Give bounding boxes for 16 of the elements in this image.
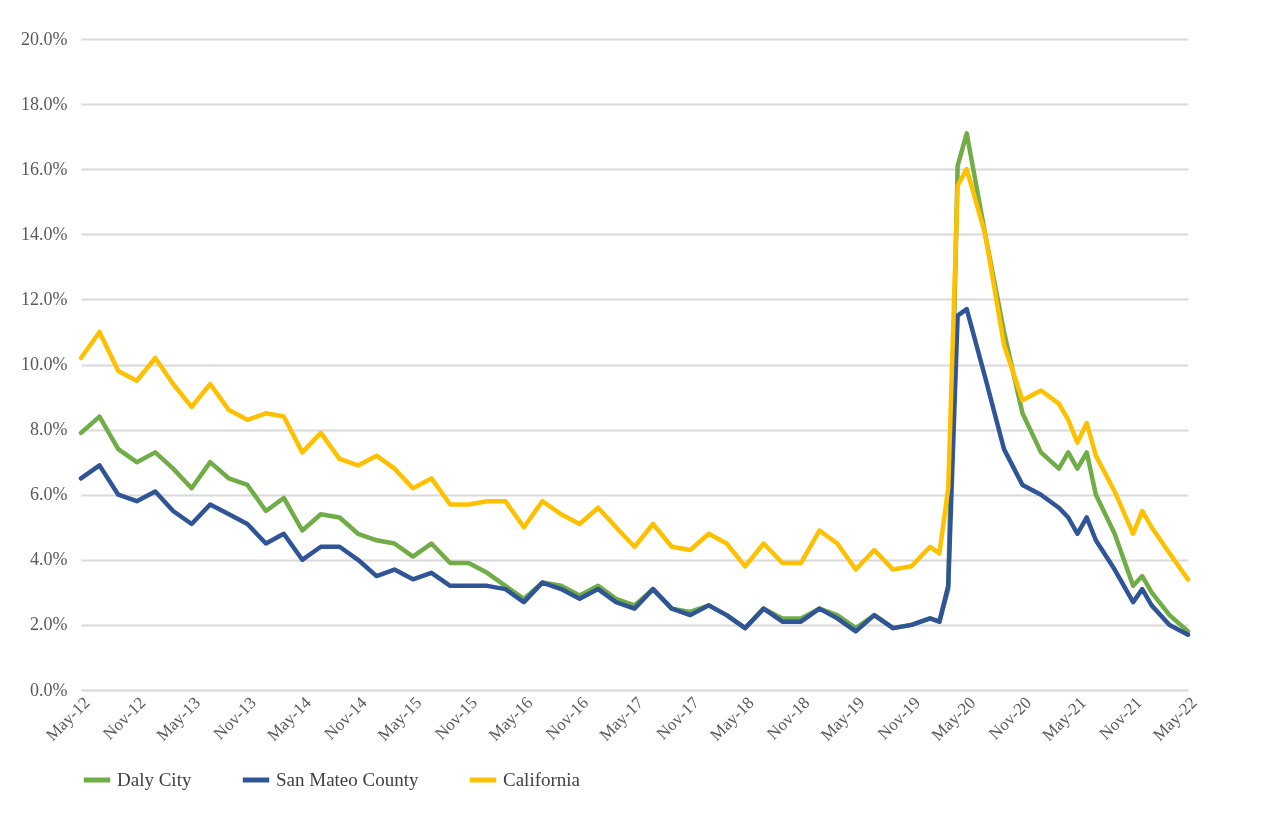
y-tick-label: 8.0% (30, 419, 68, 440)
y-tick-label: 4.0% (30, 549, 68, 570)
legend-label: California (503, 769, 581, 790)
y-tick-label: 20.0% (21, 28, 68, 49)
y-tick-label: 10.0% (21, 354, 68, 374)
y-tick-label: 14.0% (21, 223, 68, 244)
legend-label: Daly City (117, 769, 192, 790)
y-tick-label: 16.0% (21, 158, 68, 179)
y-tick-label: 0.0% (30, 679, 68, 700)
legend-label: San Mateo County (276, 769, 419, 790)
y-tick-label: 18.0% (21, 93, 68, 114)
line-series (78, 166, 1191, 582)
y-tick-label: 2.0% (30, 614, 68, 635)
y-tick-label: 6.0% (30, 484, 68, 505)
y-tick-label: 12.0% (21, 288, 68, 309)
line-series (78, 306, 1191, 637)
